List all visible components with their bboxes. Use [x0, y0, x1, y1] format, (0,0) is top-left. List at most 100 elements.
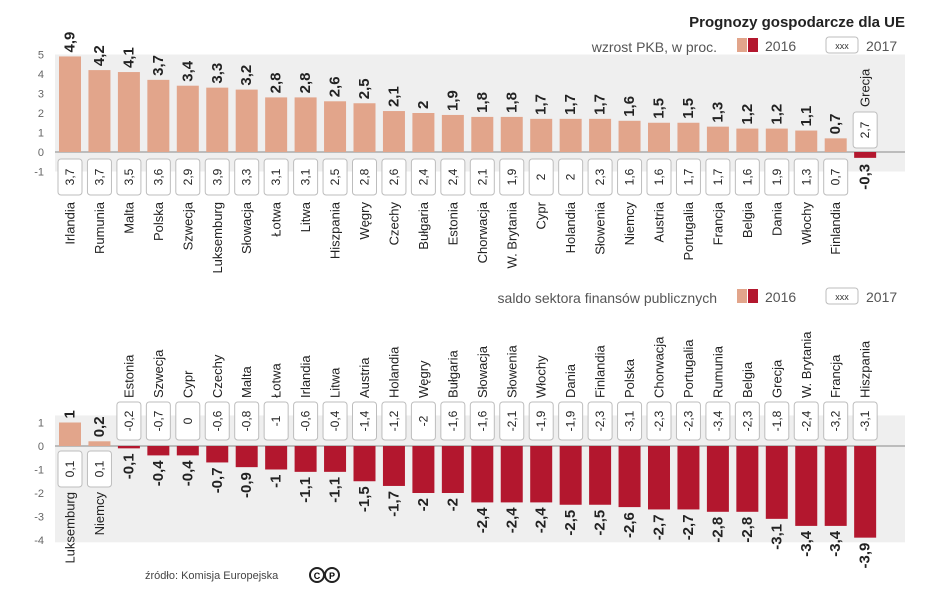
bar-2016	[706, 446, 729, 512]
bar-2016	[854, 446, 877, 538]
value-label-2016: 1	[62, 410, 79, 418]
value-label-2016: 1,2	[768, 104, 785, 125]
value-label-2016: -2,6	[621, 512, 638, 538]
category-label: Belgia	[740, 361, 755, 398]
value-label-2017: 2,6	[387, 168, 401, 185]
category-label: Hiszpania	[328, 201, 343, 259]
bar-2016	[765, 446, 788, 519]
value-label-2017: -0,7	[151, 410, 165, 431]
value-label-2016: -2,4	[474, 507, 491, 534]
value-label-2016: 1,1	[798, 106, 815, 127]
box-2017	[381, 158, 407, 196]
value-label-2016: -1	[268, 475, 285, 488]
category-label: Włochy	[534, 355, 549, 398]
category-label: Polska	[151, 201, 166, 241]
value-label-2017: -1,4	[358, 410, 372, 431]
legend-swatch-2016-light	[737, 38, 747, 52]
box-2017	[823, 158, 849, 196]
box-2017	[793, 401, 819, 441]
category-label: Słowacja	[239, 201, 254, 254]
value-label-2016: -0,4	[179, 460, 196, 487]
bar-2016	[176, 446, 199, 456]
bar-2016	[294, 97, 317, 152]
bar-2016	[559, 118, 582, 152]
value-label-2016: -3,9	[857, 543, 874, 569]
y-tick-label: 5	[38, 50, 44, 62]
bar-2016	[765, 128, 788, 152]
value-label-2017: -2,3	[740, 410, 754, 431]
bar-2016	[854, 152, 877, 158]
y-tick-label: 0	[38, 441, 44, 453]
box-2017	[145, 158, 171, 196]
category-label: Łotwa	[269, 363, 284, 398]
category-label: Bułgaria	[445, 350, 460, 398]
box-2017	[617, 158, 643, 196]
box-2017	[646, 401, 672, 441]
bar-2016	[294, 446, 317, 472]
source-note: źródło: Komisja Europejska	[145, 570, 279, 582]
value-label-2017: -2,3	[652, 410, 666, 431]
value-label-2016: 1,2	[739, 104, 756, 125]
value-label-2016: 2,8	[268, 73, 285, 94]
legend-box-sample: xxx	[835, 41, 849, 51]
box-2017	[145, 401, 171, 441]
category-label: Holandia	[563, 201, 578, 253]
box-2017	[322, 401, 348, 441]
value-label-2016: 1,8	[503, 92, 520, 113]
legend-box-2017	[825, 287, 859, 305]
category-label: Holandia	[386, 346, 401, 398]
box-2017	[263, 401, 289, 441]
value-label-2017: -1	[269, 415, 283, 426]
box-2017	[675, 401, 701, 441]
value-label-2016: 1,6	[621, 96, 638, 117]
y-tick-label: 1	[38, 128, 44, 140]
bar-2016	[795, 130, 818, 152]
category-label: Słowacja	[475, 345, 490, 398]
category-label: Austria	[652, 201, 667, 242]
value-label-2017: -3,1	[858, 410, 872, 431]
box-2017	[528, 158, 554, 196]
category-label: Luksemburg	[210, 202, 225, 274]
value-label-2016: -1,7	[385, 491, 402, 517]
value-label-2016: -0,7	[209, 467, 226, 493]
box-2017	[617, 401, 643, 441]
category-label: Polska	[622, 358, 637, 398]
value-label-2017: 3,7	[92, 168, 106, 185]
bar-2016	[471, 446, 494, 503]
value-label-2016: 3,7	[150, 55, 167, 76]
top-subtitle: wzrost PKB, w proc.	[591, 39, 717, 55]
box-2017	[646, 158, 672, 196]
box-2017	[381, 401, 407, 441]
value-label-2016: -2	[415, 498, 432, 511]
category-label: Niemcy	[92, 492, 107, 536]
bar-2016	[353, 103, 376, 152]
value-label-2017: -2,4	[799, 410, 813, 431]
y-tick-label: 1	[38, 418, 44, 430]
bar-2016	[677, 122, 700, 152]
value-label-2017: 3,3	[240, 168, 254, 185]
value-label-2017: -2	[416, 415, 430, 426]
value-label-2017: 1,9	[505, 168, 519, 185]
value-label-2017: 2,1	[475, 168, 489, 185]
box-2017	[587, 158, 613, 196]
value-label-2016: 1,9	[444, 90, 461, 111]
value-label-2017: 1,9	[770, 168, 784, 185]
y-tick-label: -3	[34, 512, 44, 524]
bar-2016	[648, 446, 670, 510]
bar-2016	[88, 441, 111, 446]
value-label-2016: -2,8	[709, 517, 726, 543]
value-label-2016: 2,1	[385, 86, 402, 107]
chart-title: Prognozy gospodarcze dla UE	[689, 14, 905, 31]
bar-2016	[441, 446, 464, 493]
value-label-2017: 1,6	[652, 168, 666, 185]
category-label: W. Brytania	[504, 201, 519, 268]
category-label: Luksemburg	[63, 492, 78, 564]
value-label-2016: -0,4	[150, 460, 167, 487]
legend-label-2017: 2017	[866, 289, 897, 305]
value-label-2016: 2,8	[297, 73, 314, 94]
bar-2016	[324, 446, 347, 472]
category-label: Węgry	[416, 360, 431, 398]
category-label: Litwa	[328, 367, 343, 398]
category-label: Dania	[769, 201, 784, 236]
box-2017	[86, 158, 112, 196]
